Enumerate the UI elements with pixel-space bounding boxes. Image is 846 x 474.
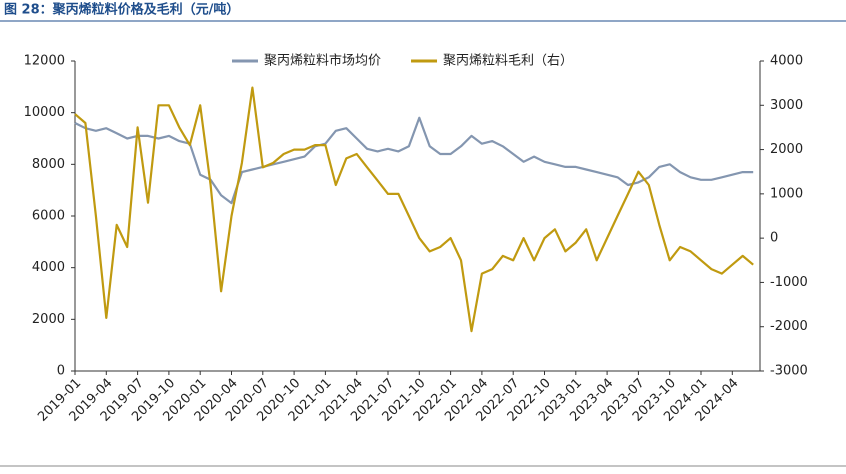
y-tick-label: 8000 [32,157,65,172]
chart-title: 图 28：聚丙烯粒料价格及毛利（元/吨） [4,2,239,18]
y2-tick-label: 4000 [770,54,803,69]
y2-tick-label: 0 [770,231,778,246]
series-line [74,116,754,205]
y2-tick-label: -2000 [770,319,808,334]
y-tick-label: 4000 [32,260,65,275]
y-tick-label: 12000 [24,54,65,69]
y-tick-label: 10000 [24,105,65,120]
y2-tick-label: -3000 [770,364,808,379]
y2-tick-label: 1000 [770,186,803,201]
y2-tick-label: 3000 [770,98,803,113]
y-tick-label: 2000 [32,312,65,327]
y2-tick-label: -1000 [770,275,808,290]
legend-label: 聚丙烯粒料市场均价 [264,53,381,69]
legend-label: 聚丙烯粒料毛利（右） [443,54,573,69]
series-line [74,86,754,333]
y-tick-label: 0 [57,364,65,379]
y-tick-label: 6000 [32,209,65,224]
y2-tick-label: 2000 [770,142,803,157]
